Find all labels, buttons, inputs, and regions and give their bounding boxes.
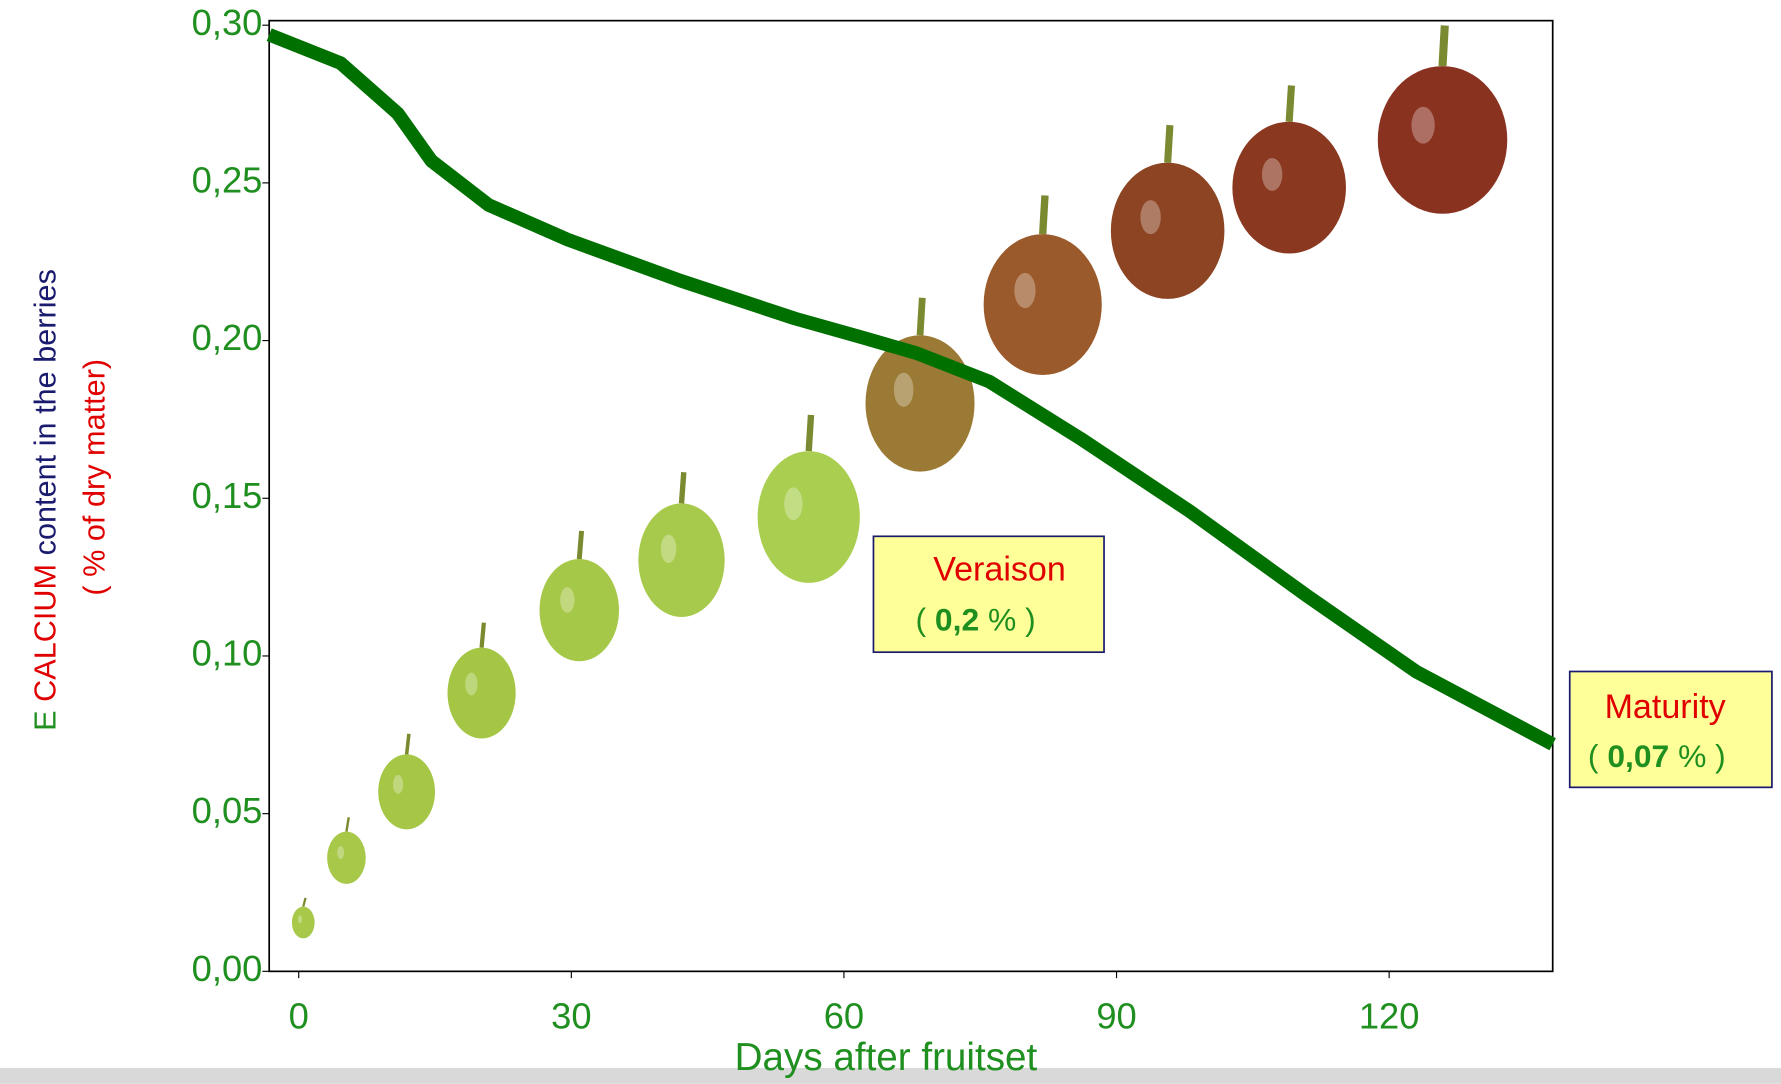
y-axis-label: E CALCIUM content in the berries — [29, 269, 63, 731]
annotation-number: 0,07 — [1607, 738, 1669, 774]
grape — [378, 754, 435, 829]
y-tick-label: 0,30 — [192, 2, 263, 43]
annotation-label: Veraison — [933, 551, 1066, 589]
page: {"chart_data": { "type": "line", "x": [-… — [0, 0, 1781, 1084]
grape — [1111, 163, 1225, 299]
x-tick-label: 30 — [551, 996, 591, 1037]
annotation-value: ( 0,2 % ) — [915, 602, 1035, 638]
grape — [448, 648, 516, 739]
grape-highlight — [784, 487, 802, 520]
y-axis-unit: ( % of dry matter) — [78, 359, 112, 596]
y-tick-label: 0,00 — [192, 948, 263, 989]
y-tick-label: 0,10 — [192, 633, 263, 674]
y-tick-label: 0,05 — [192, 790, 263, 831]
chart: E CALCIUM content in the berries ( % of … — [0, 0, 1781, 1084]
y-tick-label: 0,25 — [192, 159, 263, 200]
y-tick-label: 0,20 — [192, 317, 263, 358]
grape-highlight — [1262, 158, 1282, 191]
grape — [1232, 122, 1346, 254]
grape-stem — [1168, 125, 1170, 162]
y-label-element: CALCIUM — [29, 564, 63, 702]
grape-highlight — [661, 535, 677, 563]
grape-highlight — [298, 915, 302, 923]
grape — [984, 234, 1102, 375]
grape — [327, 832, 366, 884]
grape-stem — [482, 623, 484, 648]
grape-highlight — [1411, 107, 1434, 144]
grape-highlight — [894, 373, 914, 407]
grape — [1378, 66, 1507, 214]
grape-highlight — [337, 846, 344, 859]
y-label-rest: content in the berries — [29, 269, 63, 555]
y-label-prefix: E — [29, 710, 63, 730]
x-tick-label: 90 — [1096, 996, 1136, 1037]
annotation-open: ( — [915, 602, 926, 638]
grape-photos — [292, 25, 1507, 938]
grape-stem — [920, 298, 922, 335]
grape-stem — [346, 817, 348, 831]
grape-stem — [1043, 195, 1045, 234]
annotation-label: Maturity — [1605, 688, 1726, 726]
x-axis-label: Days after fruitset — [735, 1036, 1038, 1079]
annotation-number: 0,2 — [935, 602, 979, 638]
grape-stem — [579, 531, 581, 559]
grape — [292, 907, 315, 939]
grape — [638, 503, 724, 617]
x-tick-label: 0 — [289, 996, 309, 1037]
grape-stem — [1289, 86, 1291, 122]
plot-frame — [269, 21, 1553, 972]
grape-highlight — [465, 673, 477, 696]
annotation-open: ( — [1588, 738, 1599, 774]
grape-highlight — [1140, 200, 1160, 234]
grape-highlight — [560, 587, 574, 613]
annotation-close: % ) — [1678, 738, 1726, 774]
grape-stem — [682, 472, 684, 503]
grape-stem — [407, 734, 409, 755]
grape-highlight — [1014, 273, 1035, 308]
grape — [758, 451, 860, 583]
y-tick-label: 0,15 — [192, 475, 263, 516]
annotation-close: % ) — [988, 602, 1036, 638]
grape — [540, 559, 620, 661]
x-tick-label: 120 — [1359, 996, 1420, 1037]
grape-highlight — [393, 775, 403, 794]
grape-stem — [809, 415, 811, 451]
annotation-value: ( 0,07 % ) — [1588, 738, 1726, 774]
grape-stem — [303, 898, 305, 907]
x-tick-label: 60 — [824, 996, 864, 1037]
grape-stem — [1443, 25, 1445, 66]
